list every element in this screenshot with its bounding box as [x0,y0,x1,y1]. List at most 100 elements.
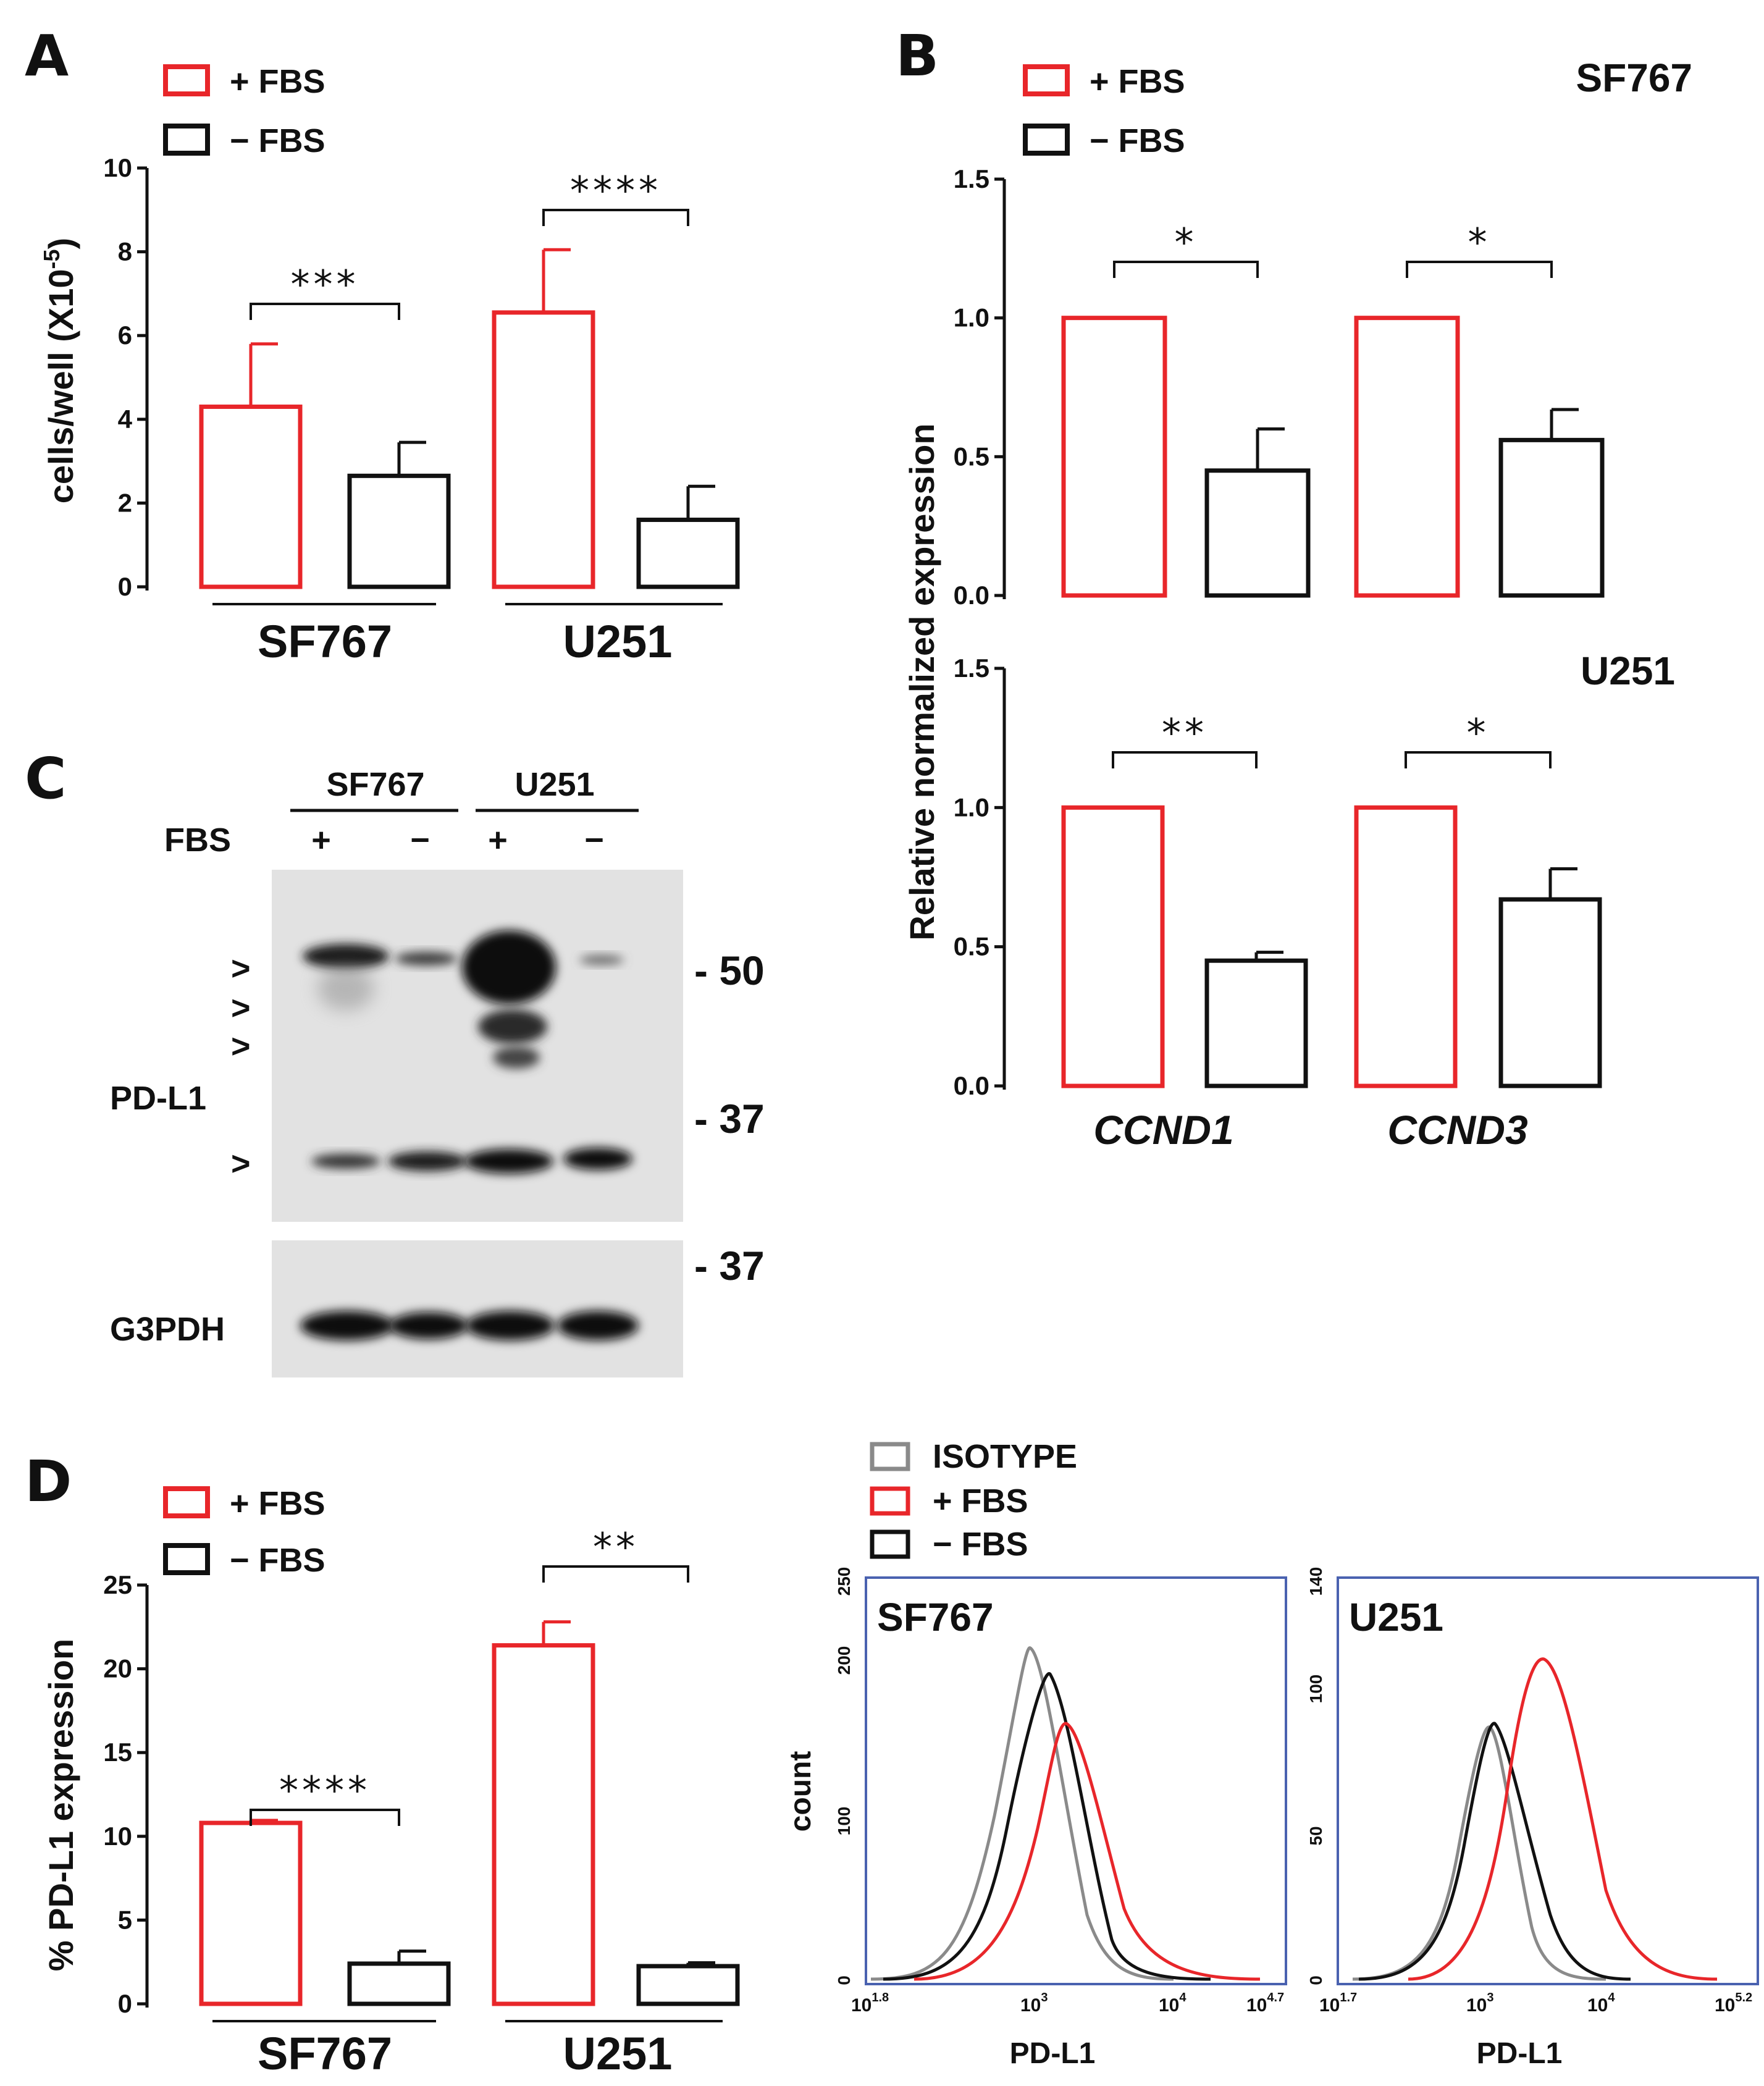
legend-minus-label: − FBS [1090,122,1185,159]
blot-marker-37-bottom: - 37 [694,1243,765,1289]
flow-sf767-ytick-0: 0 [834,1975,854,1985]
y-tick-label: 6 [118,321,132,350]
bar [636,518,740,589]
bar [1204,468,1311,598]
flow-histogram-u251: U251 0 50 100 140 101.7 103 104 105.2 PD… [1306,1567,1759,2070]
panel-b-letter: B [896,23,939,89]
bar [1498,897,1602,1088]
legend-plus-label: + FBS [230,63,326,100]
bar [347,1961,451,2006]
flow-u251-xtick-2: 103 [1466,1991,1494,2016]
legend-plus-label: + FBS [1090,63,1185,100]
panel-d: D + FBS − FBS % PD-L1 expression 0 5 10 15 2… [25,1438,1759,2079]
flow-sf767-title: SF767 [877,1595,994,1639]
panel-a-legend: + FBS − FBS [163,63,326,159]
flow-sf767-ytick-100: 100 [834,1807,854,1836]
blot-lane-3-sign: + [488,822,508,859]
legend-plus-label: + FBS [230,1485,326,1522]
flow-u251-xlabel: PD-L1 [1477,2037,1563,2070]
panel-b-ylabel: Relative normalized expression [902,423,941,940]
significance-stars: * [1468,220,1491,265]
panel-b-legend: + FBS − FBS [1023,63,1185,159]
blot-g3pdh-membrane [272,1240,683,1377]
panel-d-legend: + FBS − FBS [163,1485,326,1579]
panel-a-category-sf767: SF767 [258,616,392,667]
blot-marker-50: - 50 [694,948,765,993]
flow-u251-frame [1337,1576,1759,1985]
y-tick-label: 10 [103,153,132,182]
significance-bracket [250,1809,400,1826]
bar [199,1820,303,2006]
panel-a-category-u251: U251 [563,616,673,667]
blot-protein-pdl1: PD-L1 [110,1080,206,1117]
y-tick-label: 0 [118,1989,132,2018]
y-tick-label: 25 [103,1570,132,1599]
bar [1204,958,1308,1088]
flow-u251-minus-curve [1358,1722,1631,1981]
panel-c-letter: C [25,746,67,812]
panel-b-top-plot: 0.0 0.5 1.0 1.5 * * [954,164,1605,610]
blot-fbs-label: FBS [164,822,231,859]
blot-pdl1-bands [303,930,632,1174]
flow-u251-xtick-3: 104 [1587,1991,1615,2016]
blot-lane-2-sign: − [410,822,430,859]
y-tick-label: 1.0 [954,303,989,332]
significance-bracket [1112,751,1258,768]
legend-minus-swatch [870,1529,910,1559]
flow-u251-ytick-100: 100 [1306,1675,1325,1704]
y-tick-label: 20 [103,1654,132,1683]
panel-b: B + FBS − FBS SF767 U251 Relative normal… [896,23,1692,1153]
flow-sf767-plus-curve [914,1722,1261,1981]
bar [1498,437,1605,598]
bar [347,473,451,589]
blot-arrow-4: > [231,1145,251,1182]
flow-histogram-sf767: SF767 count 0 100 200 250 101.8 103 104 … [784,1567,1287,2070]
y-tick-label: 0.5 [954,932,989,961]
y-tick-label: 0.0 [954,581,989,610]
legend-minus-swatch [163,1543,210,1575]
flow-u251-plus-curve [1408,1657,1718,1981]
flow-sf767-ytick-250: 250 [834,1567,854,1596]
significance-stars: ** [1162,710,1208,755]
y-tick-label: 1.5 [954,164,989,193]
blot-lane-4-sign: − [584,822,604,859]
blot-cell-line-u251: U251 [514,766,594,803]
legend-plus-label: + FBS [933,1482,1028,1520]
legend-plus-swatch [163,64,210,96]
flow-sf767-ylabel: count [784,1751,817,1832]
legend-minus-label: − FBS [230,122,326,159]
panel-a: A + FBS − FBS cells/well (X10-5) 0 2 4 6 8 10… [25,23,740,667]
significance-stars: * [1467,710,1490,755]
flow-u251-title: U251 [1349,1595,1443,1639]
y-tick-label: 1.0 [954,793,989,822]
flow-sf767-frame [865,1576,1287,1985]
flow-sf767-xtick-4: 104.7 [1246,1991,1284,2016]
flow-sf767-xtick-3: 104 [1159,1991,1186,2016]
flow-sf767-isotype-curve [870,1646,1174,1981]
flow-u251-ytick-50: 50 [1306,1826,1325,1845]
panel-a-letter: A [25,23,69,89]
significance-bracket [542,1565,689,1583]
panel-b-bottom-title: U251 [1581,649,1675,693]
bar [1061,805,1165,1088]
y-tick-label: 2 [118,488,132,517]
legend-plus-swatch [163,1486,210,1518]
blot-g3pdh-bands [300,1311,639,1340]
bar [1354,805,1458,1088]
panel-b-gene-ccnd3: CCND3 [1387,1107,1527,1153]
bar [492,1643,595,2006]
flow-sf767-minus-curve [883,1672,1211,1981]
significance-stars: **** [279,1768,371,1813]
significance-bracket [1113,261,1259,278]
flow-sf767-ytick-200: 200 [834,1646,854,1675]
flow-legend: ISOTYPE + FBS − FBS [870,1438,1077,1563]
blot-marker-37-top: - 37 [694,1096,765,1142]
flow-sf767-xticks: 101.8 103 104 104.7 [851,1991,1284,2016]
legend-isotype-label: ISOTYPE [933,1438,1077,1475]
y-tick-label: 8 [118,237,132,266]
flow-sf767-xtick-1: 101.8 [851,1991,889,2016]
flow-sf767-xtick-2: 103 [1020,1991,1048,2016]
